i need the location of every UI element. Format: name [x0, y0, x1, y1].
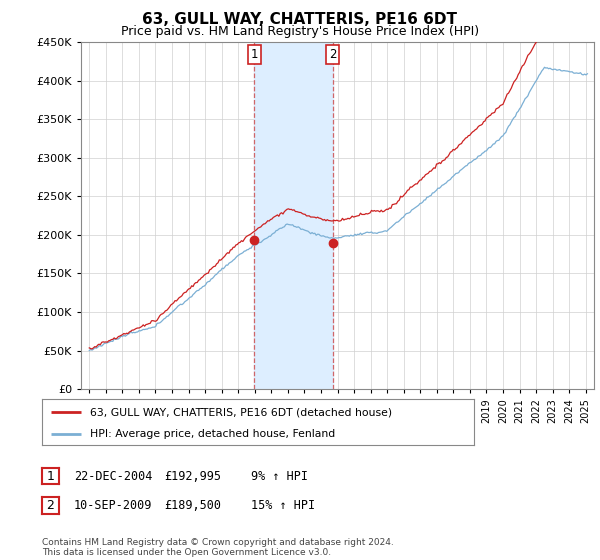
Text: 1: 1: [251, 48, 258, 60]
Text: 15% ↑ HPI: 15% ↑ HPI: [251, 499, 315, 512]
Text: Contains HM Land Registry data © Crown copyright and database right 2024.
This d: Contains HM Land Registry data © Crown c…: [42, 538, 394, 557]
Text: Price paid vs. HM Land Registry's House Price Index (HPI): Price paid vs. HM Land Registry's House …: [121, 25, 479, 38]
Bar: [254, 42, 332, 389]
Text: 2: 2: [329, 48, 336, 60]
Text: 63, GULL WAY, CHATTERIS, PE16 6DT (detached house): 63, GULL WAY, CHATTERIS, PE16 6DT (detac…: [89, 407, 392, 417]
Text: 1: 1: [46, 469, 55, 483]
Text: HPI: Average price, detached house, Fenland: HPI: Average price, detached house, Fenl…: [89, 429, 335, 438]
Text: 2: 2: [46, 499, 55, 512]
Text: 9% ↑ HPI: 9% ↑ HPI: [251, 469, 308, 483]
Text: £189,500: £189,500: [164, 499, 221, 512]
Text: 22-DEC-2004: 22-DEC-2004: [74, 469, 152, 483]
Text: £192,995: £192,995: [164, 469, 221, 483]
Text: 10-SEP-2009: 10-SEP-2009: [74, 499, 152, 512]
Text: 63, GULL WAY, CHATTERIS, PE16 6DT: 63, GULL WAY, CHATTERIS, PE16 6DT: [143, 12, 458, 27]
